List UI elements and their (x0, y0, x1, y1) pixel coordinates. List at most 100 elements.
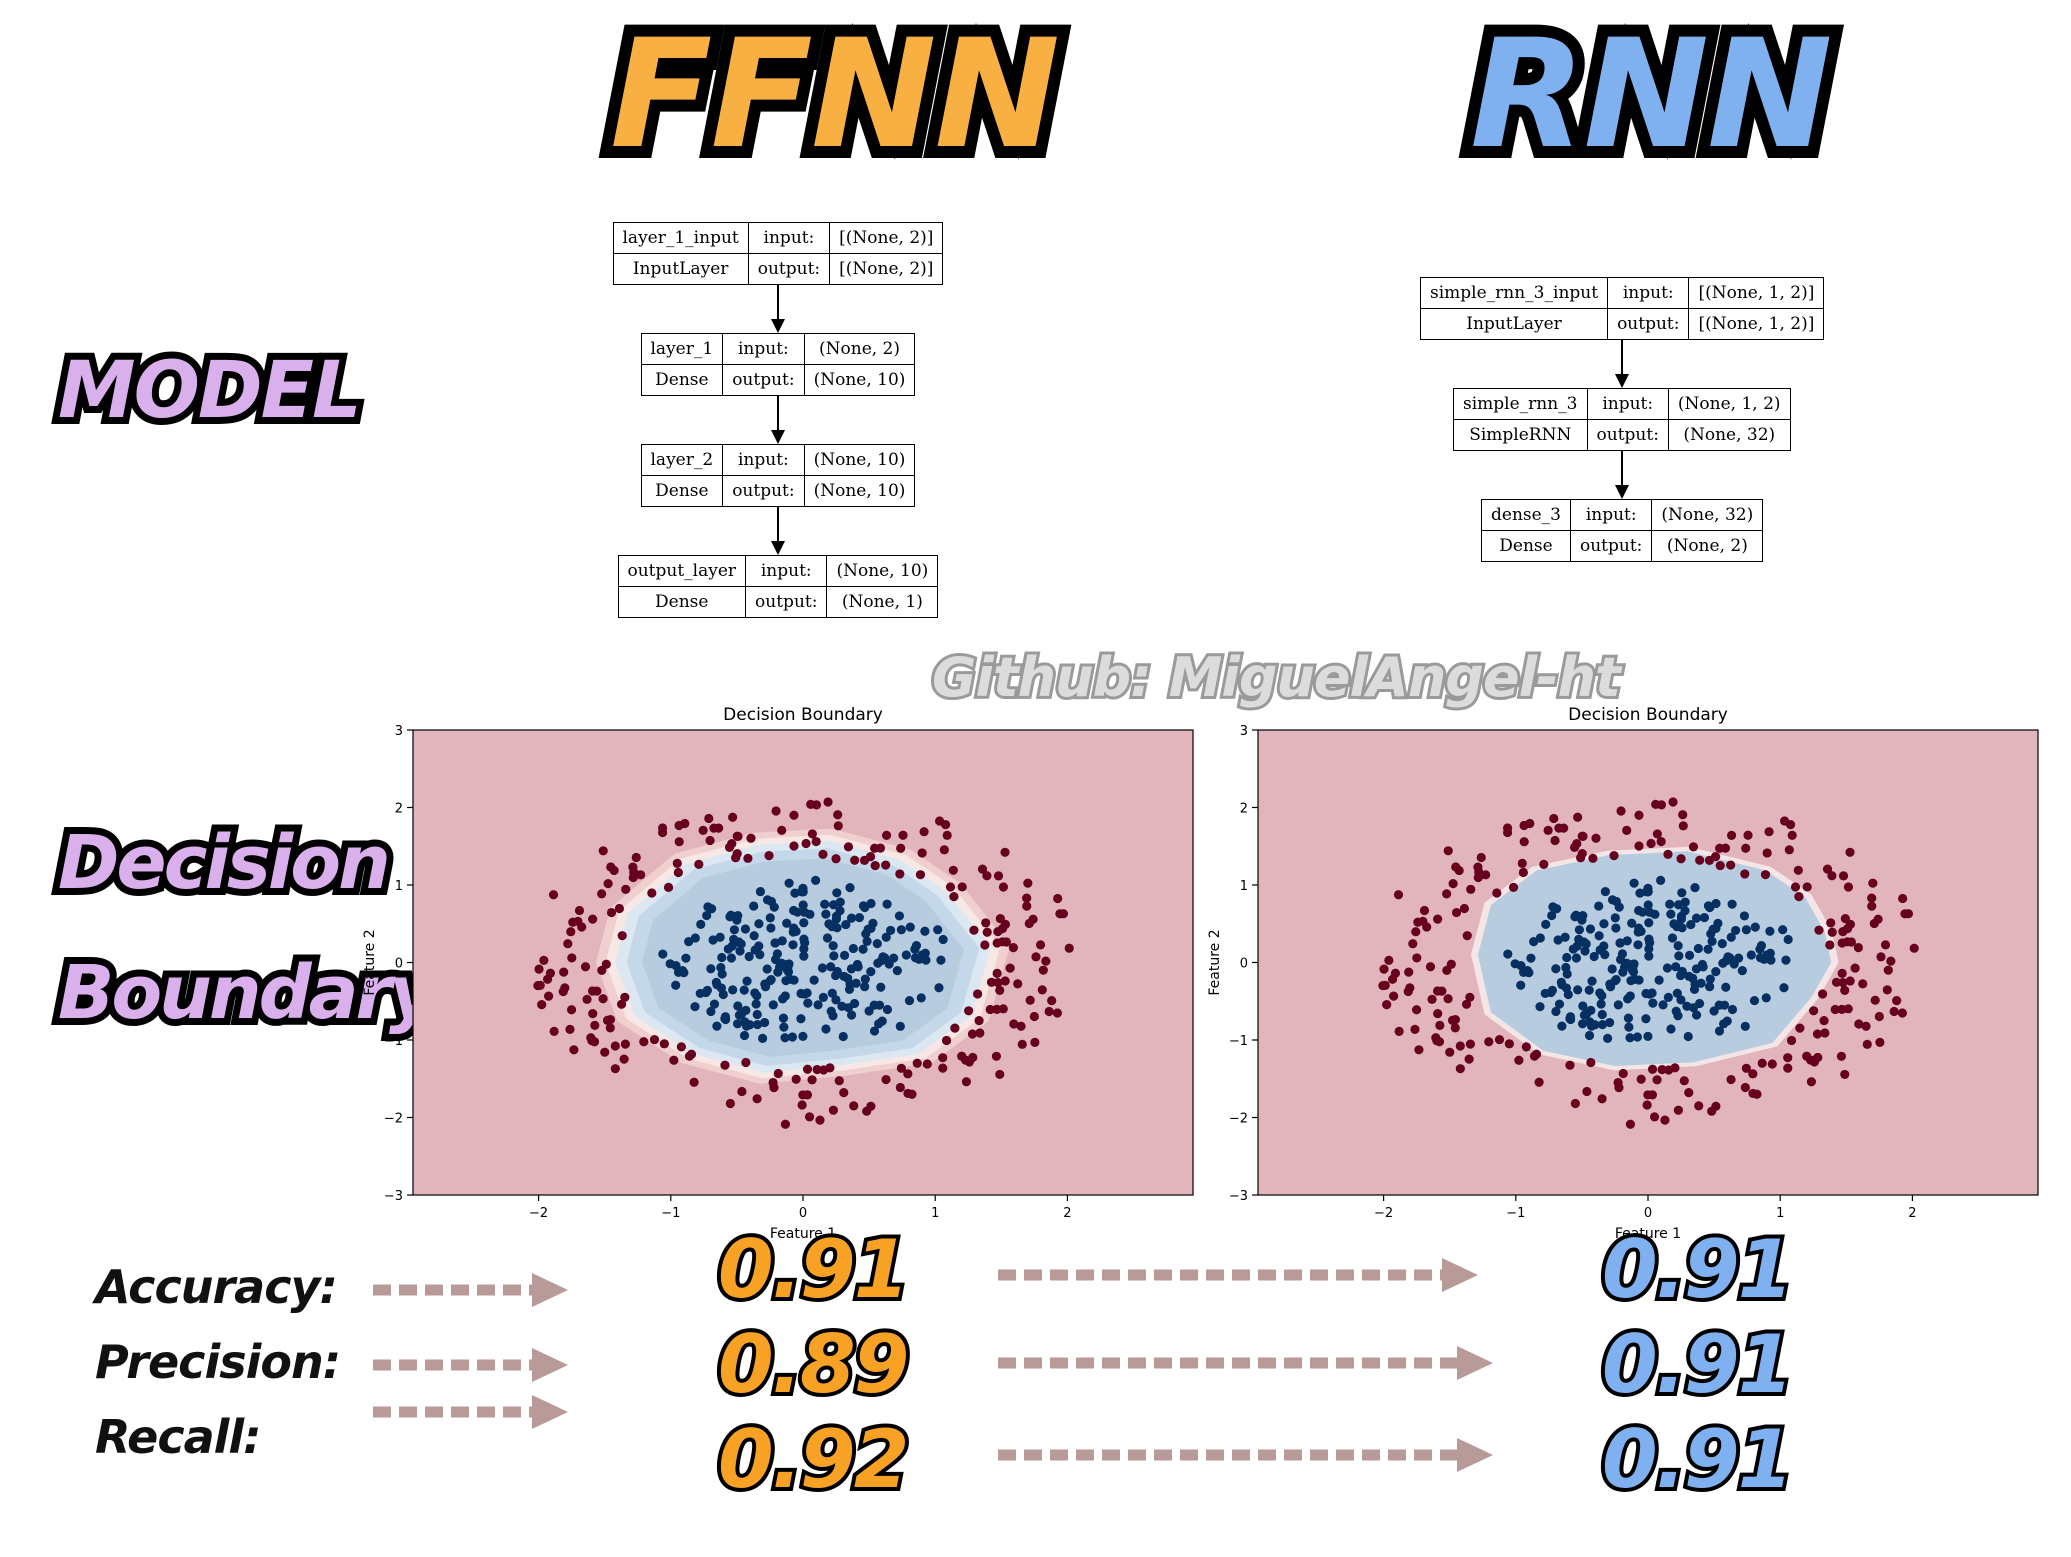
class1-point (787, 1032, 798, 1042)
class0-point (993, 871, 1004, 881)
class1-point (750, 988, 760, 998)
class0-point (1660, 1115, 1670, 1125)
class1-point (1607, 964, 1617, 974)
x-tick-label: 2 (1063, 1206, 1071, 1221)
class1-point (1645, 938, 1655, 948)
class0-point (1889, 1006, 1899, 1017)
class0-point (998, 923, 1008, 934)
class0-point (534, 964, 544, 974)
class0-point (1539, 859, 1549, 869)
class0-point (674, 837, 684, 847)
class0-point (1433, 914, 1443, 924)
class0-point (1710, 852, 1721, 862)
class0-point (1543, 825, 1553, 835)
class0-point (1806, 1077, 1817, 1087)
class1-point (1629, 878, 1639, 888)
class0-point (1573, 812, 1583, 822)
class0-point (1678, 810, 1688, 820)
class1-point (843, 973, 853, 983)
class1-point (788, 940, 798, 950)
class0-point (598, 994, 608, 1004)
class0-point (727, 839, 737, 849)
class0-point (737, 1086, 747, 1097)
class0-point (587, 1036, 597, 1046)
class0-point (1433, 1009, 1443, 1019)
layer-name: layer_1_input (612, 222, 749, 254)
class0-point (1869, 918, 1879, 929)
class0-point (1868, 878, 1878, 888)
dashed-arrow-icon (998, 1258, 1478, 1292)
class1-point (874, 1019, 884, 1029)
class0-point (1740, 869, 1750, 879)
class1-point (904, 995, 915, 1006)
class0-point (1393, 890, 1404, 900)
class0-point (828, 1105, 838, 1115)
class0-point (605, 1023, 615, 1033)
model-layer-node: simple_rnn_3_input input: [(None, 1, 2)] In… (1419, 277, 1825, 340)
class0-point (1037, 985, 1047, 995)
class1-point (1699, 912, 1710, 923)
class0-point (1614, 1083, 1624, 1093)
class0-point (1715, 843, 1725, 853)
class0-point (977, 864, 988, 874)
class1-point (851, 978, 861, 988)
class0-point (610, 1041, 620, 1051)
class0-point (569, 1045, 579, 1055)
class0-point (870, 860, 880, 871)
class1-point (828, 941, 838, 951)
class0-point (603, 879, 613, 889)
class0-point (733, 831, 743, 841)
class0-point (938, 1063, 948, 1073)
class0-point (1461, 999, 1472, 1009)
class0-point (1793, 865, 1803, 875)
class1-point (1656, 875, 1666, 885)
class0-point (1892, 996, 1902, 1006)
class0-point (903, 1069, 913, 1079)
class0-point (598, 846, 608, 856)
class0-point (957, 882, 967, 892)
class1-point (1779, 983, 1789, 993)
output-label: output: (722, 475, 805, 507)
class1-point (854, 912, 865, 923)
class1-point (1535, 1002, 1545, 1012)
class0-point (620, 1039, 630, 1049)
class0-point (1843, 923, 1853, 934)
class0-point (1870, 995, 1880, 1005)
class1-point (1673, 941, 1683, 951)
class1-point (735, 946, 745, 956)
class1-point (916, 993, 926, 1003)
class1-point (933, 925, 943, 935)
class1-point (1662, 963, 1673, 973)
class1-point (1585, 924, 1596, 934)
model-layer-node: layer_1_input input: [(None, 2)] InputLayer… (612, 222, 944, 285)
class0-point (629, 867, 639, 877)
class0-point (1455, 1064, 1465, 1074)
class0-point (1055, 909, 1065, 919)
class1-point (1580, 946, 1590, 956)
output-shape: (None, 1) (826, 586, 939, 618)
class0-point (1427, 994, 1437, 1004)
class1-point (1563, 989, 1573, 1000)
y-tick-label: 3 (1240, 724, 1248, 739)
class1-point (712, 1021, 722, 1031)
class0-point (1657, 1064, 1667, 1075)
class0-point (1794, 892, 1804, 902)
class0-point (533, 980, 543, 991)
arrow-head-icon (771, 319, 785, 333)
class1-point (1650, 909, 1660, 919)
class0-point (1679, 1076, 1689, 1086)
class1-point (882, 899, 892, 909)
class0-point (1582, 1086, 1592, 1097)
output-shape: (None, 2) (1651, 530, 1764, 562)
class1-point (1675, 970, 1686, 981)
class0-point (1820, 1028, 1830, 1038)
class0-point (881, 860, 891, 870)
class0-point (1622, 825, 1632, 835)
class0-point (862, 1106, 872, 1116)
class0-point (566, 1005, 577, 1015)
class1-point (1551, 1006, 1561, 1017)
class1-point (711, 977, 721, 987)
class0-point (825, 1063, 835, 1073)
class1-point (798, 1031, 808, 1041)
input-label: input: (747, 222, 831, 254)
